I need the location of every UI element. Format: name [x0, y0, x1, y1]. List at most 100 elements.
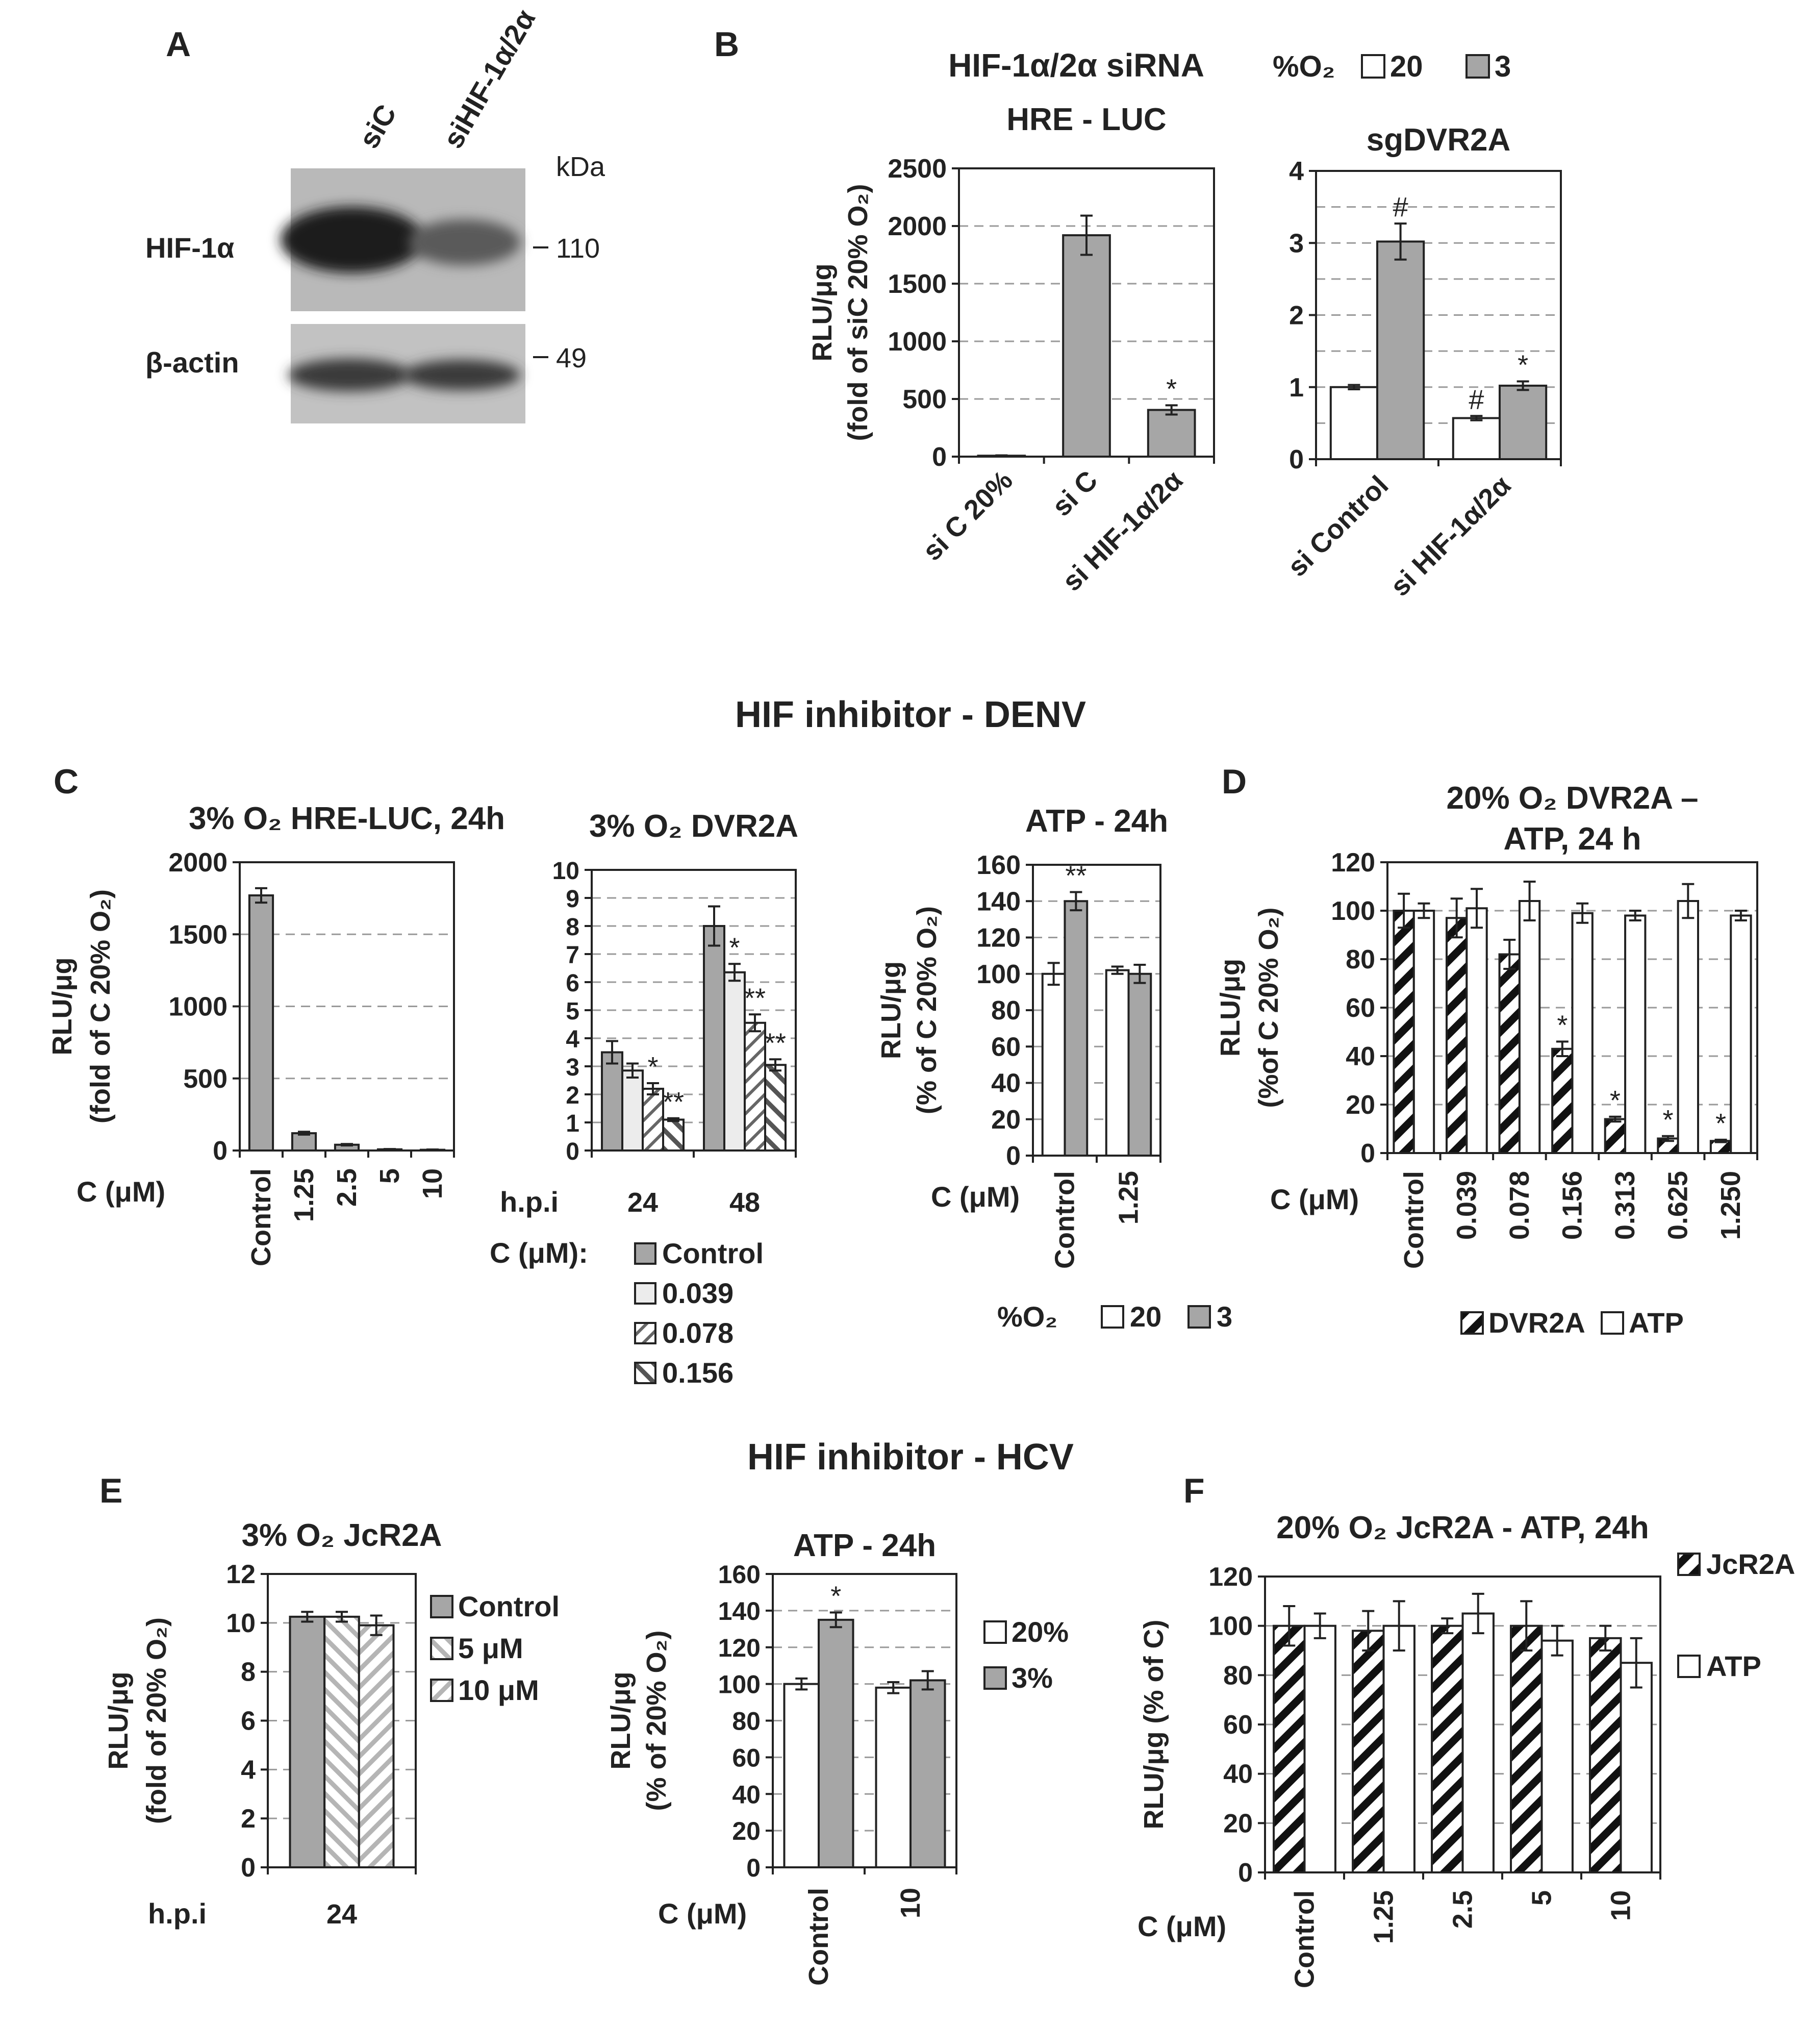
bar — [1393, 910, 1415, 1154]
panel-label-d: D — [1222, 762, 1247, 801]
y-tick-label: 4 — [241, 1755, 256, 1785]
x-category-label: 5 — [374, 1168, 405, 1184]
legend-e-control: Control — [458, 1590, 560, 1622]
blot-hif1a — [281, 168, 525, 311]
legend-f: JcR2A ATP — [1677, 1548, 1795, 1682]
bar — [764, 1064, 787, 1152]
legend-d: DVR2A ATP — [1460, 1307, 1684, 1339]
x-category-label: 0.078 — [1504, 1171, 1535, 1240]
legend-f-jcr2a: JcR2A — [1706, 1548, 1795, 1580]
bar — [1620, 1662, 1653, 1874]
bar — [601, 1051, 623, 1152]
y-tick-label: 60 — [732, 1743, 761, 1772]
bar — [1510, 1624, 1543, 1874]
bar — [1499, 384, 1548, 460]
y-tick-label: 80 — [991, 996, 1021, 1025]
panel-label-a: A — [166, 25, 191, 64]
legend-e-swatch-10um — [430, 1679, 453, 1702]
legend-e-swatch-5um — [430, 1637, 453, 1660]
legend-c-atp-swatch-20 — [1101, 1305, 1124, 1329]
legend-d-swatch-dvr2a — [1460, 1311, 1484, 1335]
y-axis-label: RLU/μg — [876, 961, 906, 1059]
y-tick-label: 0 — [213, 1136, 228, 1166]
bar — [1041, 972, 1066, 1157]
y-tick-label: 0 — [1006, 1141, 1021, 1171]
y-tick-label: 10 — [552, 858, 579, 885]
y-tick-label: 0 — [241, 1853, 256, 1883]
y-tick-label: 20 — [1223, 1809, 1253, 1838]
chart-title: 3% O₂ HRE-LUC, 24h — [189, 801, 505, 836]
y-tick-label: 80 — [1346, 945, 1375, 974]
band-actin-sihif — [403, 360, 520, 390]
significance-marker: # — [1393, 192, 1408, 222]
y-tick-label: 3 — [566, 1054, 579, 1081]
bar — [1412, 910, 1435, 1154]
y-tick-label: 2 — [1289, 301, 1304, 331]
bar — [703, 925, 725, 1152]
y-tick-label: 8 — [241, 1658, 256, 1687]
significance-marker: * — [830, 1581, 841, 1611]
y-tick-label: 140 — [718, 1597, 761, 1625]
y-tick-label: 4 — [566, 1026, 579, 1053]
x-axis-label: h.p.i — [500, 1186, 559, 1218]
significance-marker: ** — [744, 983, 766, 1013]
y-tick-label: 40 — [991, 1069, 1021, 1098]
y-axis-label-2: (% of C 20% O₂) — [912, 906, 942, 1114]
bar — [1382, 1624, 1415, 1874]
y-tick-label: 80 — [732, 1707, 761, 1736]
y-tick-label: 1000 — [168, 992, 228, 1022]
significance-marker: * — [1715, 1108, 1726, 1139]
panel-label-b: B — [714, 25, 739, 64]
y-tick-label: 100 — [1331, 896, 1375, 926]
y-tick-label: 12 — [226, 1560, 256, 1589]
y-tick-label: 6 — [241, 1707, 256, 1736]
y-tick-label: 500 — [183, 1064, 228, 1094]
legend-f-swatch-atp — [1677, 1655, 1701, 1678]
significance-marker: * — [1610, 1085, 1621, 1116]
bar — [1461, 1612, 1495, 1873]
y-tick-label: 0 — [746, 1854, 761, 1882]
x-category-label: Control — [246, 1168, 276, 1266]
y-axis-label: RLU/μg — [103, 1671, 134, 1769]
legend-c-0156: 0.156 — [662, 1357, 734, 1389]
legend-e-atp: 20% 3% — [983, 1616, 1069, 1694]
y-tick-label: 160 — [976, 851, 1021, 880]
chart-title: sgDVR2A — [1367, 122, 1511, 158]
legend-c-control: Control — [662, 1237, 764, 1269]
y-tick-label: 40 — [732, 1780, 761, 1809]
y-tick-label: 40 — [1223, 1760, 1253, 1789]
bar — [783, 1683, 820, 1868]
y-tick-label: 1 — [566, 1110, 579, 1137]
y-tick-label: 140 — [976, 887, 1021, 916]
chart-b2: sgDVR2A 0 1 2 3 4 # si Control # * si HIF-1α/2α — [1282, 122, 1562, 602]
legend-d-dvr2a: DVR2A — [1488, 1307, 1585, 1339]
legend-c-atp-title: %O₂ — [997, 1300, 1057, 1333]
x-category-label: 0.039 — [1451, 1171, 1482, 1240]
bar — [1571, 912, 1594, 1154]
significance-marker: * — [1662, 1105, 1673, 1135]
y-axis-label: RLU/μg (% of C) — [1139, 1620, 1169, 1830]
significance-marker: * — [1518, 349, 1528, 380]
y-tick-label: 100 — [1208, 1612, 1253, 1641]
y-tick-label: 1500 — [888, 269, 947, 299]
y-tick-label: 4 — [1289, 157, 1304, 186]
chart-title: 3% O₂ DVR2A — [589, 809, 798, 844]
y-tick-label: 9 — [566, 886, 579, 913]
y-tick-label: 10 — [226, 1609, 256, 1638]
significance-marker: ** — [765, 1028, 786, 1058]
kda-110: 110 — [556, 233, 600, 264]
bar — [358, 1624, 395, 1868]
y-axis-label: RLU/μg — [1215, 959, 1246, 1057]
significance-marker: * — [729, 932, 740, 963]
bar — [1498, 953, 1521, 1154]
x-category-label: 48 — [729, 1187, 760, 1218]
x-axis-label: h.p.i — [148, 1897, 207, 1930]
bar — [818, 1618, 854, 1868]
section-title-hcv: HIF inhibitor - HCV — [747, 1437, 1074, 1478]
x-category-label: si C — [1046, 465, 1103, 522]
legend-c-atp-20: 20 — [1130, 1300, 1161, 1333]
y-tick-label: 1500 — [168, 920, 228, 949]
bar — [1452, 417, 1501, 460]
y-tick-label: 100 — [976, 960, 1021, 989]
chart-title: 20% O₂ DVR2A – — [1447, 781, 1699, 816]
